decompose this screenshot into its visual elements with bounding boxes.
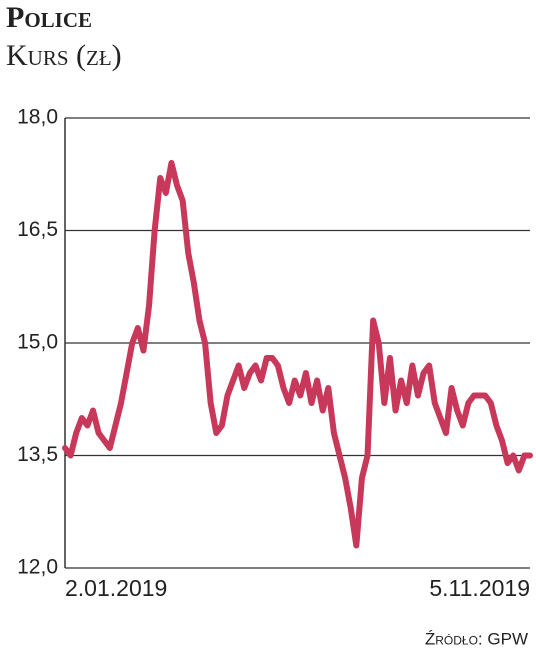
x-tick-label: 5.11.2019 [429,575,530,601]
y-tick-label: 12,0 [17,556,58,579]
y-tick-label: 15,0 [17,331,58,354]
chart-subtitle: Kurs (zł) [6,39,122,72]
source: Źródło: GPW [425,629,528,648]
y-tick-label: 13,5 [17,443,58,466]
chart-title: Police [6,1,92,34]
x-tick-label: 2.01.2019 [65,575,167,601]
price-line [62,160,533,549]
y-tick-label: 16,5 [17,218,58,241]
y-tick-label: 18,0 [17,106,58,129]
